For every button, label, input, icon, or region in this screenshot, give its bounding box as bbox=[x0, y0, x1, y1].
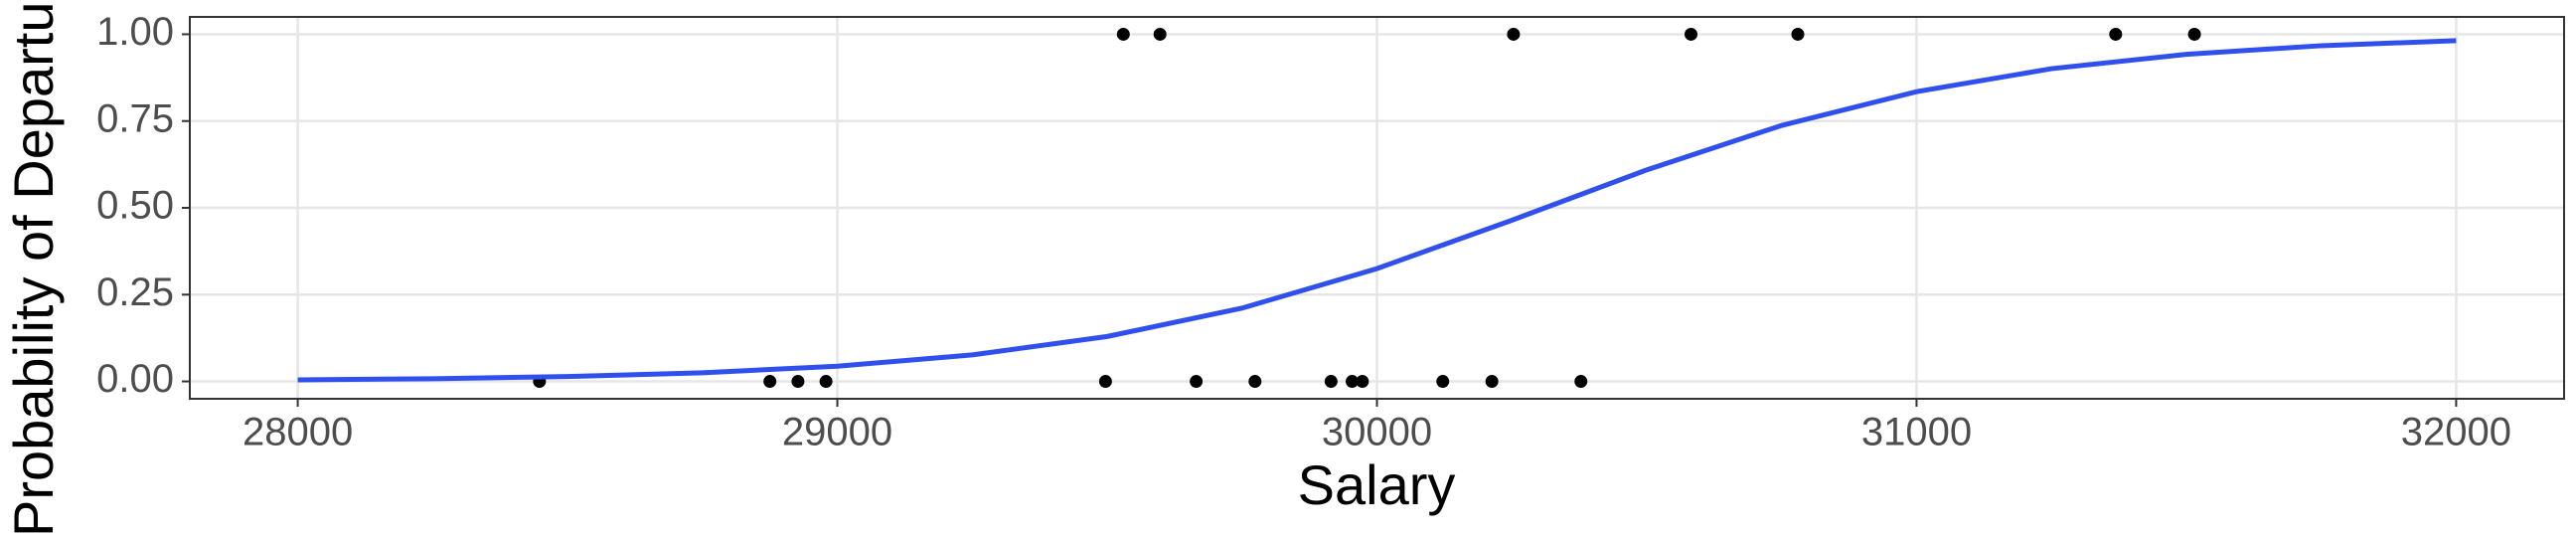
point bbox=[1190, 375, 1204, 389]
point bbox=[791, 375, 805, 389]
point bbox=[819, 375, 833, 389]
point bbox=[2187, 27, 2201, 41]
point bbox=[1116, 27, 1130, 41]
x-tick-label: 32000 bbox=[2401, 411, 2511, 454]
panel-border bbox=[189, 16, 2565, 400]
y-tick-label: 0.00 bbox=[96, 357, 174, 401]
point bbox=[1507, 27, 1521, 41]
fit-curve bbox=[297, 38, 2457, 383]
y-tick-label: 1.00 bbox=[96, 10, 174, 54]
y-tick-label: 0.50 bbox=[96, 184, 174, 228]
x-tick-label: 30000 bbox=[1322, 411, 1432, 454]
y-tick-label: 0.25 bbox=[96, 270, 174, 314]
point bbox=[1248, 375, 1262, 389]
y-axis-title: Probability of Departure bbox=[2, 0, 65, 537]
point bbox=[2109, 27, 2123, 41]
x-axis-title: Salary bbox=[1298, 453, 1456, 516]
point bbox=[1436, 375, 1450, 389]
point bbox=[1356, 375, 1369, 389]
x-tick-label: 28000 bbox=[242, 411, 353, 454]
x-tick-label: 29000 bbox=[782, 411, 892, 454]
point bbox=[1574, 375, 1588, 389]
x-tick-label: 31000 bbox=[1861, 411, 1972, 454]
point bbox=[1485, 375, 1499, 389]
point bbox=[1324, 375, 1338, 389]
point bbox=[1684, 27, 1697, 41]
point bbox=[1153, 27, 1167, 41]
point bbox=[1791, 27, 1805, 41]
point bbox=[763, 375, 777, 389]
point bbox=[1346, 375, 1360, 389]
point bbox=[1098, 375, 1112, 389]
y-tick-label: 0.75 bbox=[96, 96, 174, 140]
